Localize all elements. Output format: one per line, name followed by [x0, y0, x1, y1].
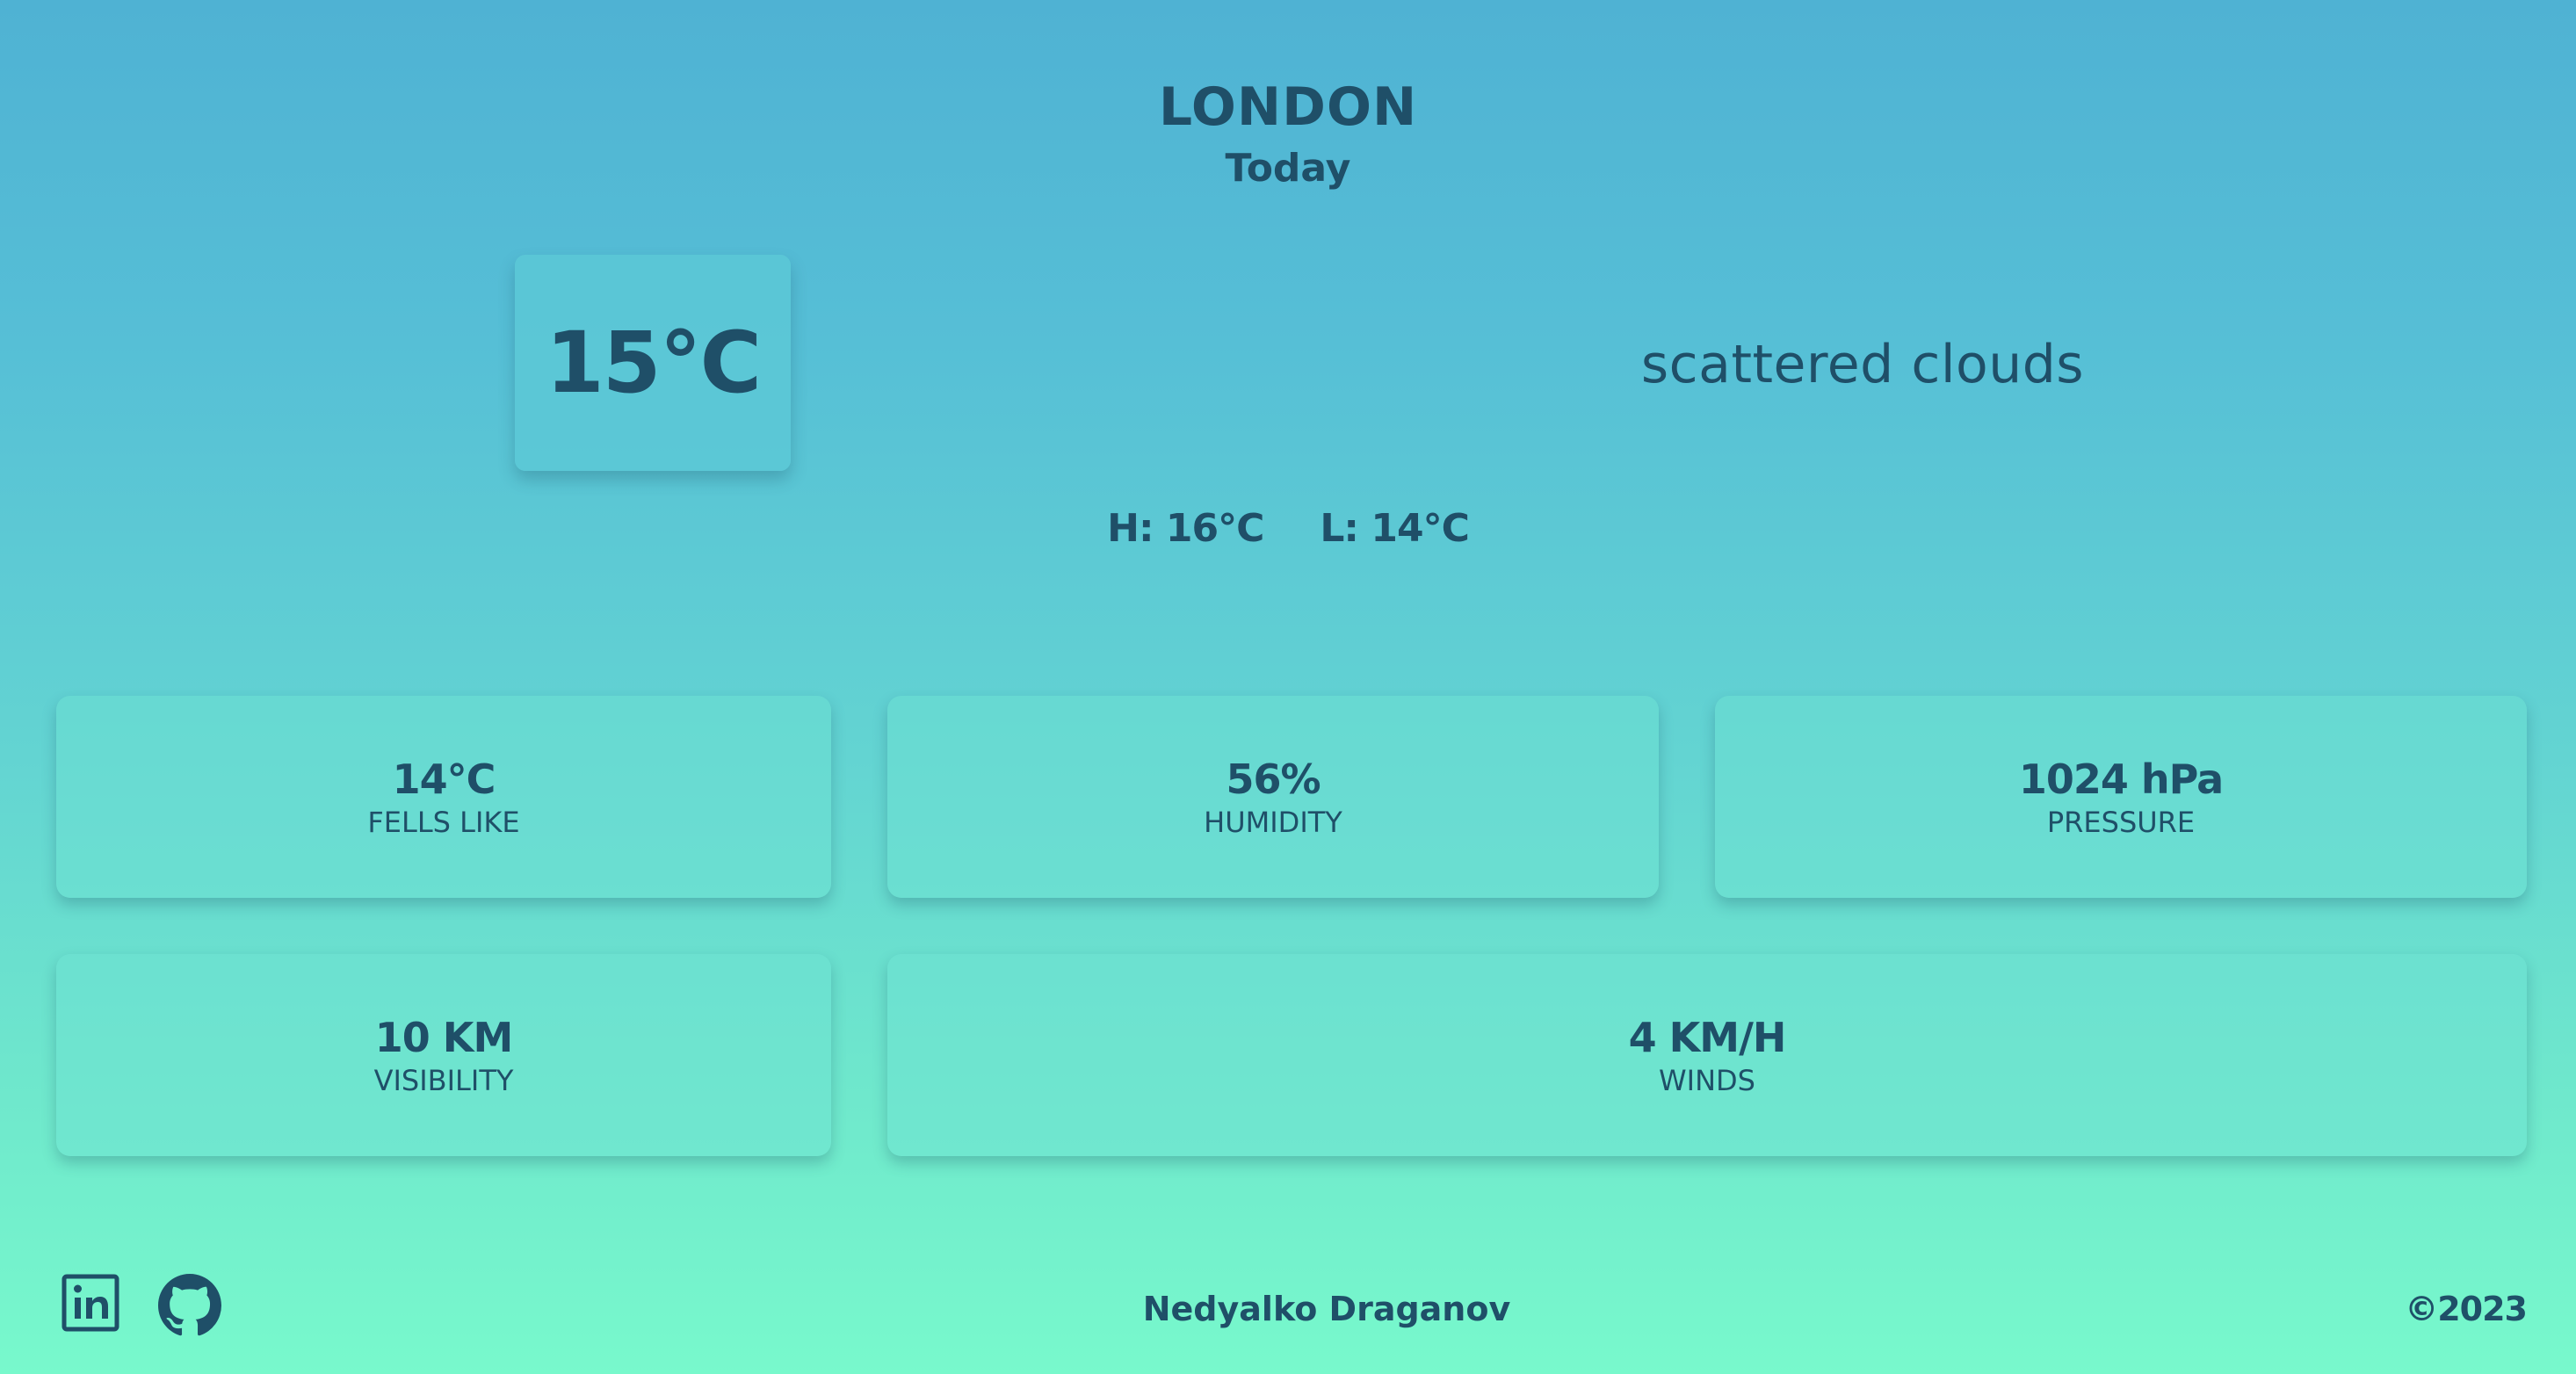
- weather-header: LONDON Today: [0, 72, 2576, 197]
- visibility-value: 10 KM: [374, 1014, 513, 1061]
- pressure-card: 1024 hPa PRESSURE: [1715, 696, 2527, 898]
- weather-description: scattered clouds: [1640, 334, 2085, 395]
- high-temperature: H: 16°C: [1107, 506, 1264, 551]
- humidity-card: 56% HUMIDITY: [887, 696, 1659, 898]
- pressure-label: PRESSURE: [2046, 806, 2196, 839]
- humidity-label: HUMIDITY: [1204, 806, 1342, 839]
- winds-label: WINDS: [1659, 1064, 1755, 1097]
- winds-card: 4 KM/H WINDS: [887, 954, 2527, 1156]
- city-name: LONDON: [1158, 76, 1418, 138]
- visibility-label: VISIBILITY: [373, 1064, 514, 1097]
- day-label: Today: [1225, 146, 1351, 191]
- current-temperature-card: 15°C: [515, 255, 791, 471]
- linkedin-icon-graphic: [62, 1274, 119, 1332]
- winds-value: 4 KM/H: [1628, 1014, 1787, 1061]
- humidity-value: 56%: [1226, 756, 1321, 803]
- high-low-temperatures: H: 16°C L: 14°C: [0, 503, 2576, 555]
- current-temperature: 15°C: [545, 314, 762, 412]
- visibility-card: 10 KM VISIBILITY: [56, 954, 831, 1156]
- linkedin-icon[interactable]: [62, 1274, 119, 1332]
- feels-like-value: 14°C: [392, 756, 496, 803]
- copyright: ©2023: [2405, 1290, 2528, 1328]
- author-name: Nedyalko Draganov: [1142, 1290, 1511, 1328]
- github-icon[interactable]: [158, 1274, 221, 1337]
- feels-like-card: 14°C FELLS LIKE: [56, 696, 831, 898]
- pressure-value: 1024 hPa: [2018, 756, 2224, 803]
- low-temperature: L: 14°C: [1320, 506, 1469, 551]
- feels-like-label: FELLS LIKE: [367, 806, 520, 839]
- github-icon-graphic: [158, 1274, 221, 1336]
